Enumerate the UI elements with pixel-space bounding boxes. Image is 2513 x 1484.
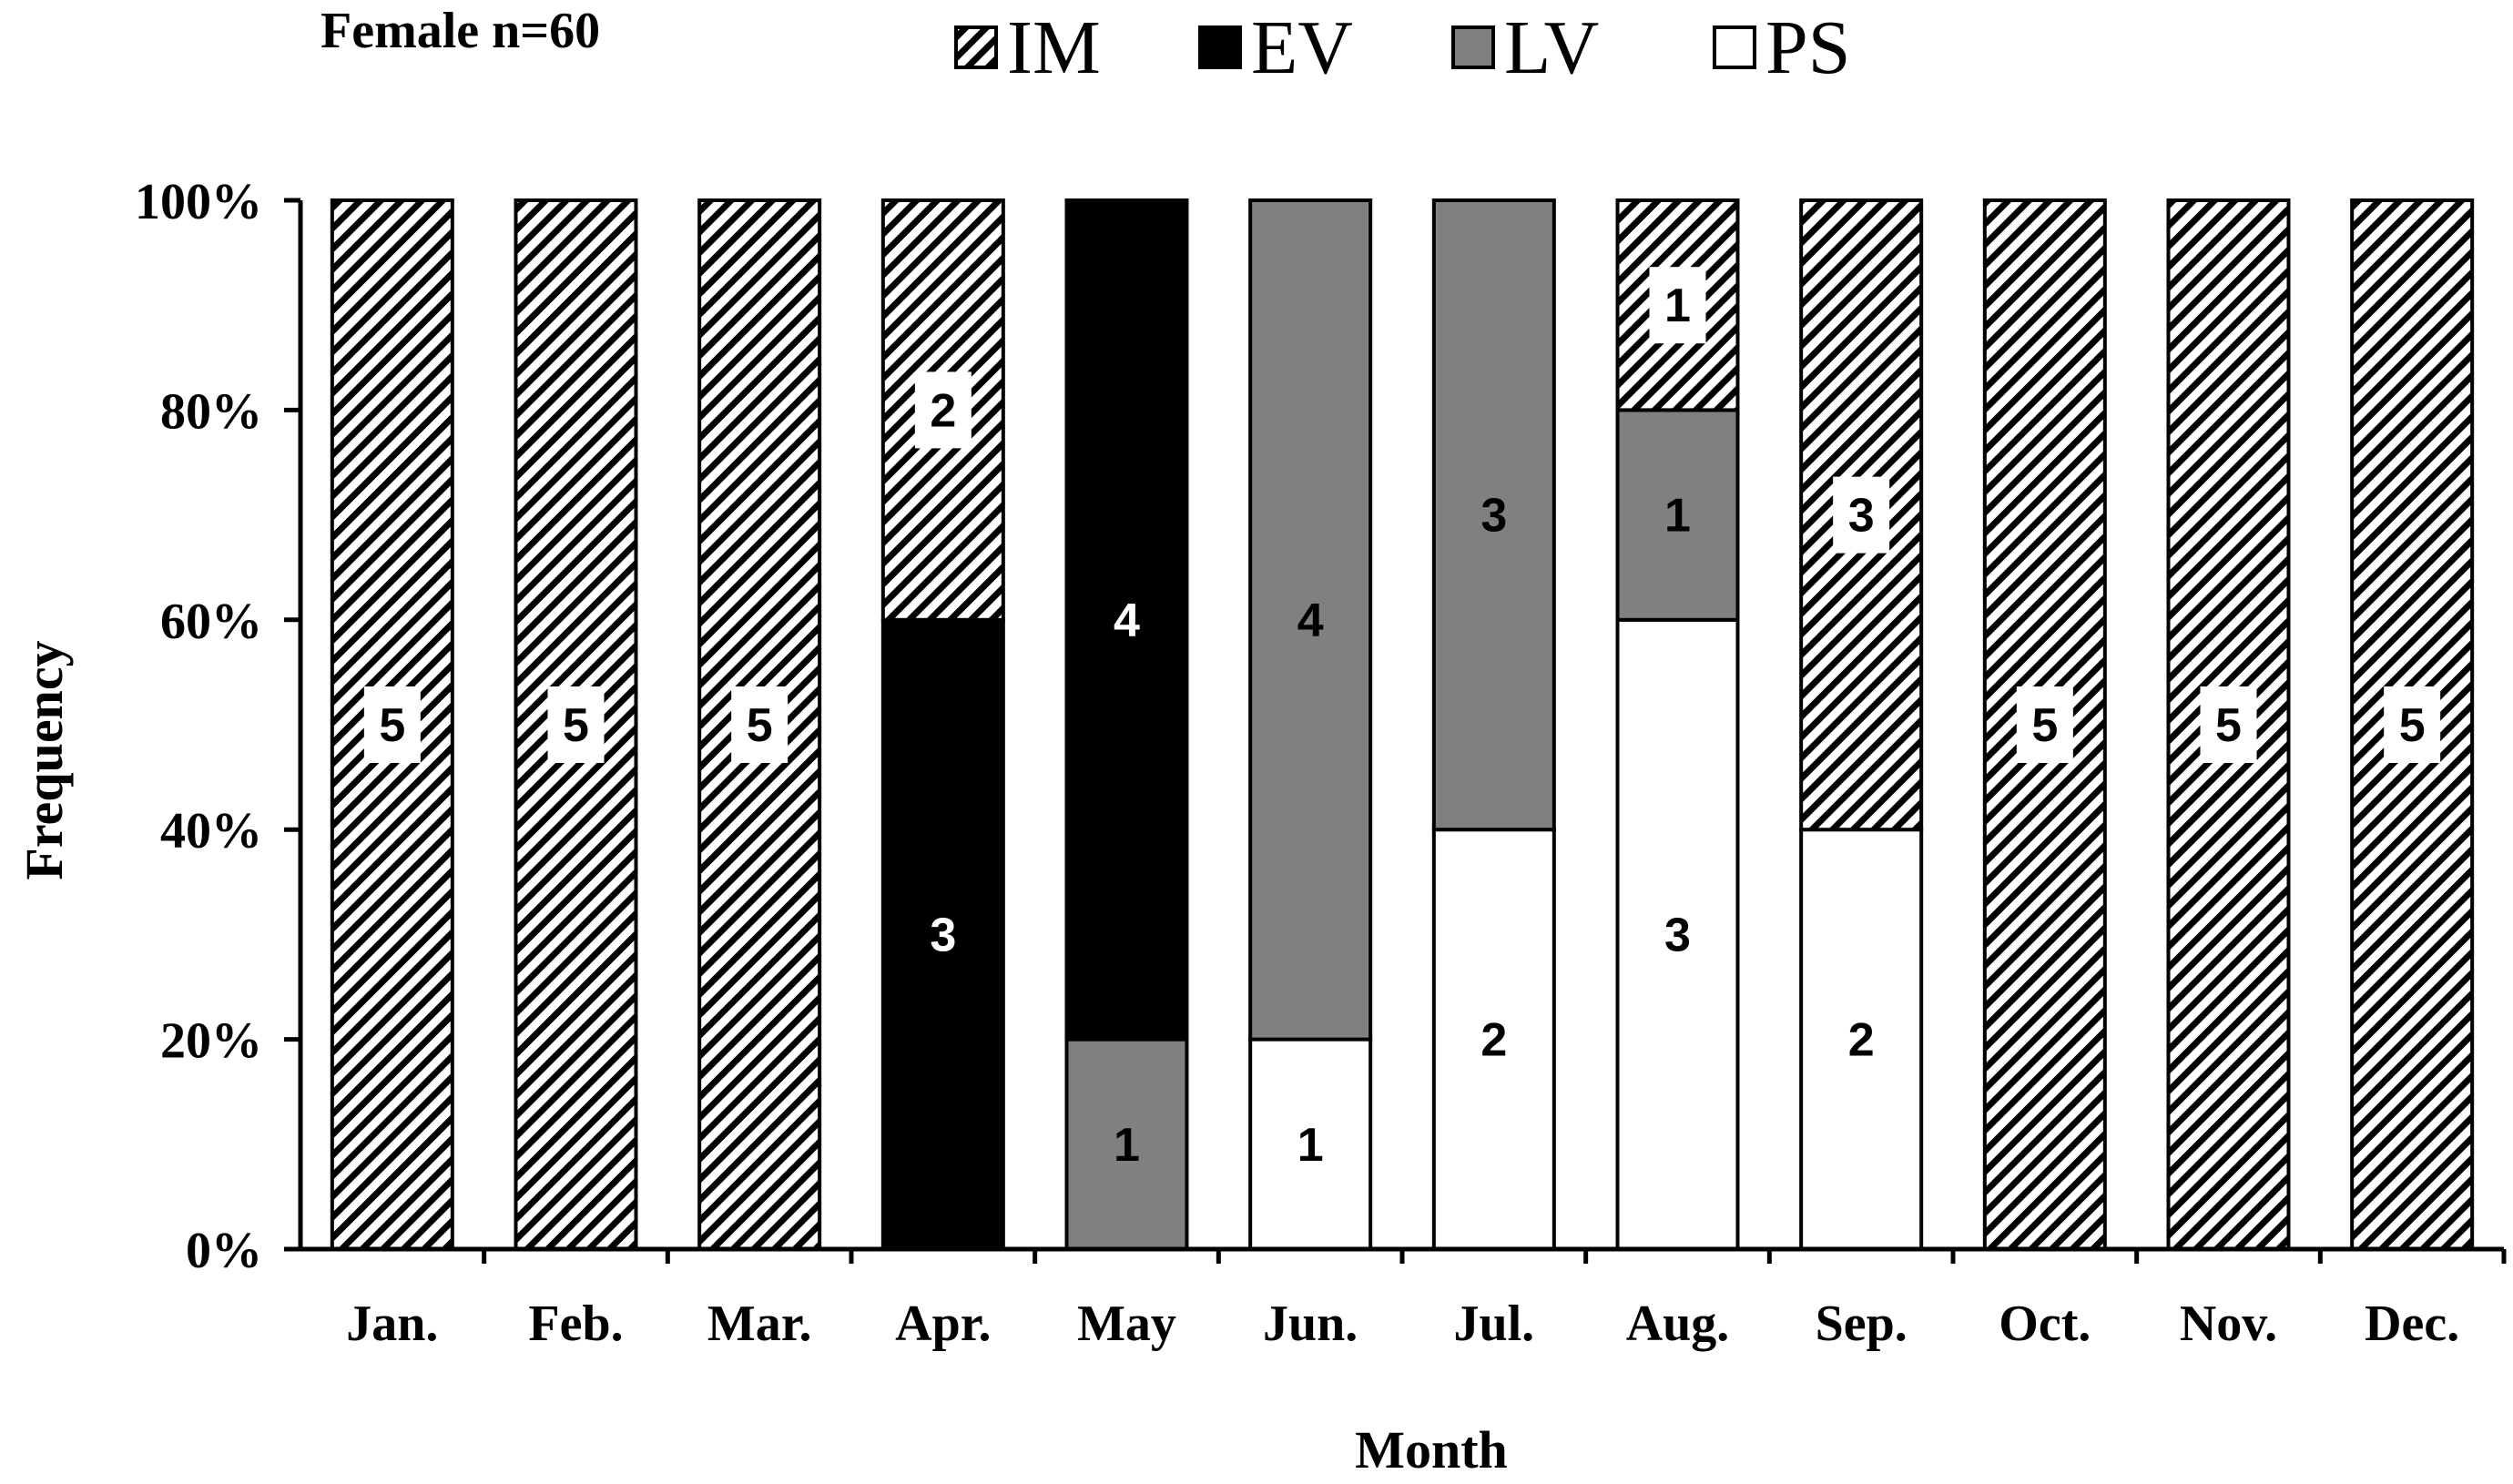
data-label: 5	[2215, 699, 2242, 752]
legend-label: IM	[1007, 5, 1101, 90]
chart-title: Female n=60	[320, 3, 600, 59]
data-label: 5	[2031, 699, 2058, 752]
data-label: 1	[1297, 1119, 1324, 1172]
x-tick-label: Sep.	[1816, 1296, 1908, 1352]
bar-segment	[1064, 1037, 1189, 1251]
data-label-bg	[1833, 476, 1890, 554]
x-tick-label: Jan.	[346, 1296, 438, 1352]
data-label-bg	[363, 686, 421, 763]
bar-segment	[1799, 828, 1924, 1251]
data-label: 4	[1297, 595, 1324, 647]
x-tick-label: May	[1077, 1296, 1176, 1352]
bar-segment	[1064, 198, 1189, 1042]
y-tick-label: 40%	[160, 803, 262, 859]
legend-label: EV	[1251, 5, 1353, 90]
y-axis: 0% 20% 40% 60% 80% 100%	[135, 174, 303, 1279]
bar-segment	[1615, 408, 1740, 622]
x-tick-label: Jul.	[1453, 1296, 1534, 1352]
x-tick-label: Nov.	[2180, 1296, 2277, 1352]
bar-segment	[1615, 617, 1740, 1251]
legend-label: LV	[1504, 5, 1599, 90]
data-label: 1	[1664, 280, 1691, 332]
legend-swatch	[1451, 25, 1495, 69]
bar-segment	[1431, 828, 1556, 1251]
data-label-bg	[2200, 686, 2257, 763]
bars-group	[330, 198, 2475, 1251]
x-tick-label: Oct.	[1999, 1296, 2091, 1352]
data-label: 1	[1664, 490, 1691, 543]
data-label-bg	[914, 371, 972, 449]
legend-label: PS	[1765, 5, 1850, 90]
x-axis-label: Month	[1355, 1420, 1508, 1479]
y-axis-label: Frequency	[15, 640, 74, 879]
bar-segment	[1431, 198, 1556, 832]
data-label-bg	[1649, 267, 1706, 344]
data-label: 3	[1848, 490, 1875, 543]
data-label: 4	[1114, 595, 1140, 647]
data-label-bg	[2016, 686, 2073, 763]
data-label-bg	[547, 686, 605, 763]
x-tick-label: Feb.	[528, 1296, 623, 1352]
y-tick-label: 0%	[186, 1223, 262, 1279]
legend-swatch	[954, 25, 998, 69]
data-labels-group: 5 5 5 3 2 1 4 1 4 2 3 3 1 1 2 3 5 5 5	[363, 267, 2441, 1172]
data-label: 5	[2399, 699, 2426, 752]
x-tick-label: Apr.	[895, 1296, 991, 1352]
data-label: 2	[1848, 1014, 1875, 1067]
chart-legend: IM EV LV PS	[954, 5, 1850, 90]
data-label-bg	[731, 686, 788, 763]
y-tick-label: 80%	[160, 383, 262, 440]
data-label: 3	[930, 909, 956, 961]
data-label-bg	[2384, 686, 2441, 763]
x-tick-label: Mar.	[707, 1296, 812, 1352]
legend-swatch	[1198, 25, 1242, 69]
x-tick-label: Aug.	[1626, 1296, 1730, 1352]
data-label: 5	[563, 699, 589, 752]
y-tick-label: 60%	[160, 594, 262, 650]
x-axis: Jan. Feb. Mar. Apr. May Jun. Jul. Aug. Sep. Oct. N…	[300, 1246, 2507, 1352]
data-label: 2	[1480, 1014, 1507, 1067]
x-tick-label: Dec.	[2365, 1296, 2459, 1352]
bar-segment	[1248, 198, 1373, 1042]
data-label: 5	[747, 699, 773, 752]
data-label: 1	[1114, 1119, 1140, 1172]
y-tick-label: 20%	[160, 1013, 262, 1070]
bar-segment	[1248, 1037, 1373, 1251]
data-label: 2	[930, 384, 956, 437]
data-label: 3	[1664, 909, 1691, 961]
data-label: 5	[379, 699, 405, 752]
data-label: 3	[1480, 490, 1507, 543]
y-tick-label: 100%	[135, 174, 262, 230]
bar-segment	[880, 617, 1005, 1251]
legend-swatch	[1713, 25, 1756, 69]
x-tick-label: Jun.	[1263, 1296, 1358, 1352]
